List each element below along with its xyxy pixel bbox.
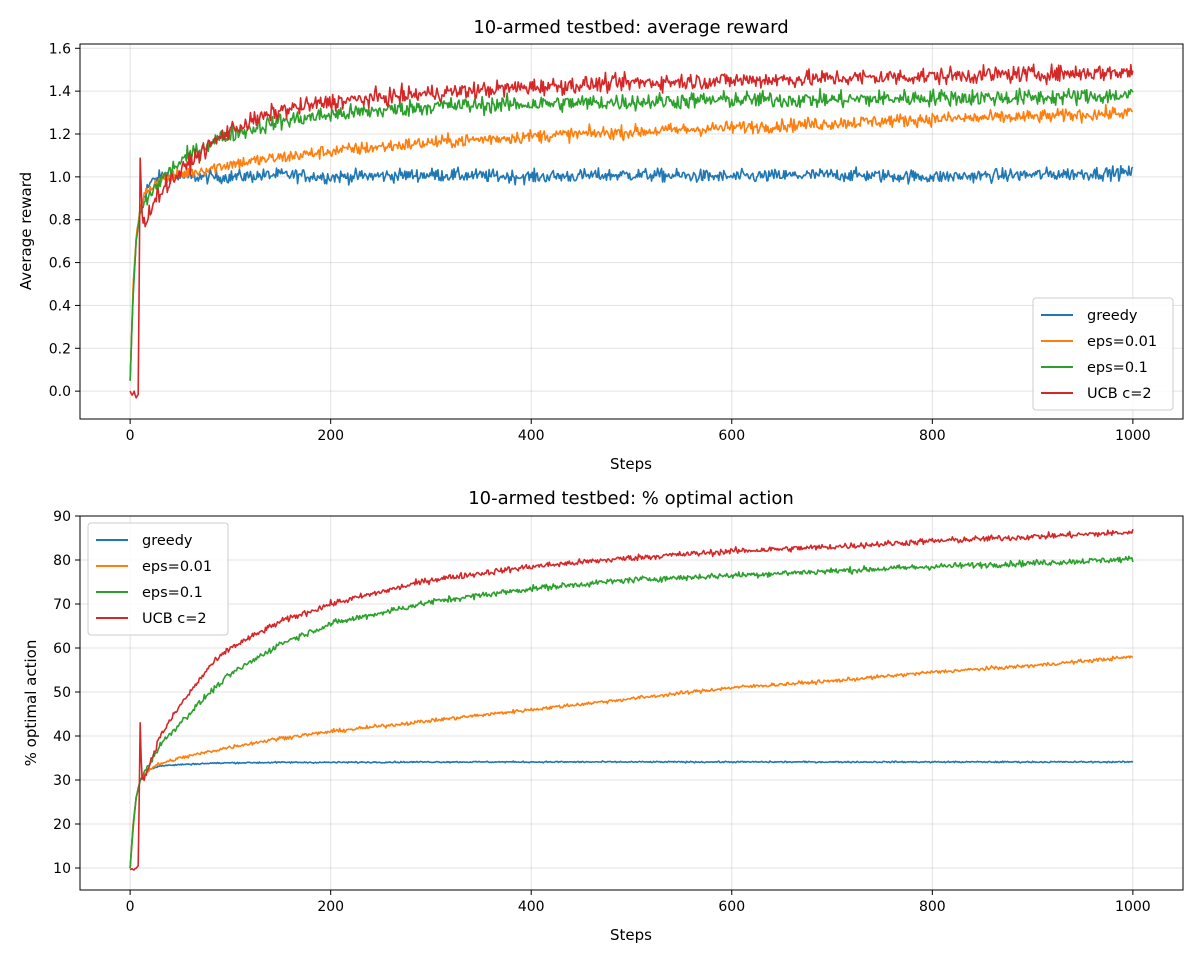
series-line-eps-0-1 xyxy=(129,87,1134,381)
x-tick-label: 1000 xyxy=(1115,428,1151,444)
x-tick-label: 400 xyxy=(518,428,545,444)
x-tick-label: 800 xyxy=(919,428,946,444)
optimal-panel: 10-armed testbed: % optimal action 0 200 4… xyxy=(22,488,1184,944)
legend-box xyxy=(1032,297,1174,411)
y-tick-label: 0.2 xyxy=(49,341,71,357)
y-tick-label: 0.4 xyxy=(49,298,71,314)
legend-entry: UCB c=2 xyxy=(142,611,207,627)
series-line-eps-0-1 xyxy=(129,555,1134,869)
y-tick-label: 50 xyxy=(53,685,71,701)
x-tick-label: 600 xyxy=(718,899,745,915)
x-tick-label: 600 xyxy=(718,428,745,444)
y-tick-label: 70 xyxy=(53,597,71,613)
legend-entry: greedy xyxy=(1087,308,1138,324)
legend-entry: UCB c=2 xyxy=(1087,386,1152,402)
y-tick-label: 80 xyxy=(53,553,71,569)
reward-legend: greedy eps=0.01 eps=0.1 UCB c=2 xyxy=(1032,297,1174,411)
x-tick-label: 200 xyxy=(317,428,344,444)
y-tick-label: 60 xyxy=(53,641,71,657)
optimal-y-axis-label: % optimal action xyxy=(22,640,40,767)
legend-entry: eps=0.01 xyxy=(1087,334,1157,350)
y-tick-label: 10 xyxy=(53,861,71,877)
optimal-y-ticks: 10 20 30 40 50 60 70 80 90 xyxy=(53,509,80,877)
reward-chart-title: 10-armed testbed: average reward xyxy=(473,17,788,38)
reward-y-ticks: 0.0 0.2 0.4 0.6 0.8 1.0 1.2 1.4 1.6 xyxy=(49,41,80,400)
x-tick-label: 400 xyxy=(518,899,545,915)
legend-entry: greedy xyxy=(142,533,193,549)
optimal-legend: greedy eps=0.01 eps=0.1 UCB c=2 xyxy=(87,522,229,636)
optimal-x-axis-label: Steps xyxy=(610,926,652,944)
y-tick-label: 30 xyxy=(53,773,71,789)
y-tick-label: 90 xyxy=(53,509,71,525)
legend-box xyxy=(87,522,229,636)
series-line-eps-0-01 xyxy=(129,103,1134,380)
y-tick-label: 0.0 xyxy=(49,384,71,400)
x-tick-label: 0 xyxy=(126,428,135,444)
x-tick-label: 1000 xyxy=(1115,899,1151,915)
reward-x-ticks: 0 200 400 600 800 1000 xyxy=(126,419,1151,444)
y-tick-label: 1.0 xyxy=(49,170,71,186)
series-line-greedy xyxy=(129,165,1134,380)
reward-y-axis-label: Average reward xyxy=(17,172,35,290)
optimal-series-lines xyxy=(129,528,1134,871)
reward-axes-frame xyxy=(79,43,1184,420)
x-tick-label: 200 xyxy=(317,899,344,915)
legend-entry: eps=0.1 xyxy=(142,585,203,601)
series-line-ucb-c-2 xyxy=(129,63,1134,399)
x-tick-label: 0 xyxy=(126,899,135,915)
series-line-eps-0-01 xyxy=(129,655,1134,868)
y-tick-label: 1.4 xyxy=(49,84,71,100)
y-tick-label: 20 xyxy=(53,817,71,833)
legend-entry: eps=0.01 xyxy=(142,559,212,575)
optimal-x-ticks: 0 200 400 600 800 1000 xyxy=(126,890,1151,915)
series-line-greedy xyxy=(129,760,1134,869)
legend-entry: eps=0.1 xyxy=(1087,360,1148,376)
y-tick-label: 40 xyxy=(53,729,71,745)
series-line-ucb-c-2 xyxy=(129,528,1134,871)
reward-series-lines xyxy=(129,63,1134,399)
optimal-axes-frame xyxy=(79,515,1184,891)
reward-panel: 10-armed testbed: average reward 0 200 400… xyxy=(17,17,1184,473)
optimal-chart-title: 10-armed testbed: % optimal action xyxy=(468,488,794,509)
reward-x-axis-label: Steps xyxy=(610,455,652,473)
x-tick-label: 800 xyxy=(919,899,946,915)
y-tick-label: 1.6 xyxy=(49,41,71,57)
y-tick-label: 0.8 xyxy=(49,213,71,229)
y-tick-label: 0.6 xyxy=(49,256,71,272)
y-tick-label: 1.2 xyxy=(49,127,71,143)
